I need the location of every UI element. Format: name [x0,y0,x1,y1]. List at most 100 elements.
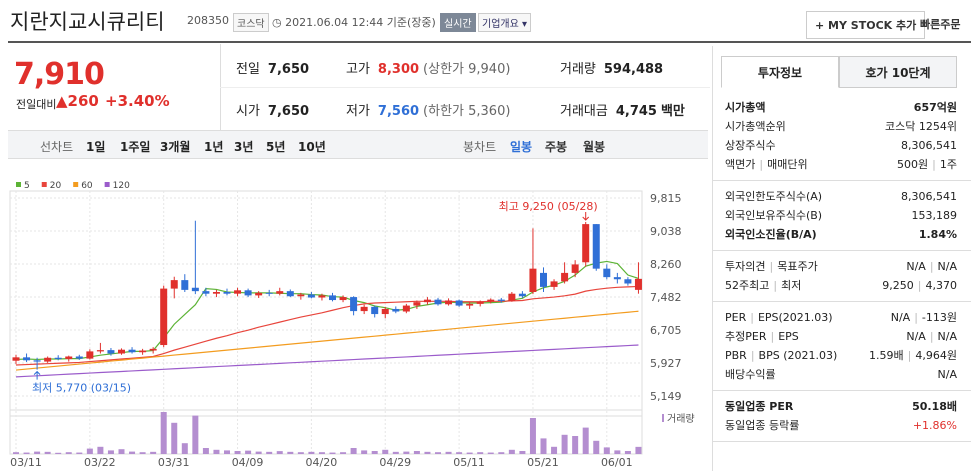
cell-label: 시가 [236,104,260,119]
period-tab[interactable]: 1년 [204,140,224,154]
candle-body [265,292,273,294]
quote-cell: 거래대금 4,745 백만 [560,100,685,119]
quote-cell: 거래량 594,488 [560,58,663,77]
candle-body [118,349,125,354]
volume-bar [572,436,579,454]
y-tick-label: 9,815 [650,192,682,205]
annotation-arrow [33,370,41,380]
info-row: 동일업종 등락률 +1.86% [713,416,971,435]
separator: | [932,158,936,171]
volume-bar [371,451,378,454]
info-value: +1.86% [913,416,957,435]
volume-bar [519,451,526,454]
volume-bar [487,452,494,454]
info-value: N/A | N/A [906,327,957,346]
quote-cell: 고가 8,300 (상한가 9,940) [346,58,510,77]
info-row: 시가총액 657억원 [713,98,971,117]
time-text: 2021.06.04 12:44 기준(장중) [285,16,436,29]
quick-order[interactable]: 빠른주문 [920,18,961,31]
cell-label: 저가 [346,104,370,119]
volume-bar [13,452,19,454]
info-row: 배당수익률 N/A [713,365,971,384]
volume-bar [350,448,357,454]
info-value-text: -113원 [921,311,957,324]
info-row: PBR | BPS (2021.03) 1.59배 | 4,964원 [713,346,971,365]
volume-bar [361,450,368,454]
info-label: 동일업종 등락률 [725,416,799,435]
candle-body [86,351,94,359]
info-row: 상장주식수 8,306,541 [713,136,971,155]
period-tab[interactable]: 1일 [86,140,106,154]
candle-body [603,268,611,278]
info-label-text: 52주최고 [725,279,770,292]
candle-body [223,291,231,294]
info-value: 9,250 | 4,370 [882,276,957,295]
side-body: 시가총액 657억원 시가총액순위 코스닥 1254위 상장주식수 8,306,541 액면… [713,92,971,442]
period-tab[interactable]: 1주일 [120,140,151,154]
volume-bar [624,451,631,454]
my-stock-button[interactable]: + MY STOCK 추가 [806,11,926,39]
candle-body [23,357,31,361]
volume-legend-icon [662,414,664,422]
overview-dropdown[interactable]: 기업개요 ▾ [478,13,532,32]
volume-bar [86,448,93,454]
candle-tab[interactable]: 주봉 [545,140,568,154]
volume-bar [171,422,178,454]
volume-bar [224,450,230,454]
annotation-arrow [582,211,590,221]
period-tab[interactable]: 3개월 [160,140,191,154]
candle-body [255,292,263,296]
candle-body [613,277,621,280]
info-label: 액면가 | 매매단위 [725,155,808,174]
legend-swatch [41,182,47,187]
side-tab[interactable]: 호가 10단계 [839,56,957,88]
volume-bar [635,446,642,454]
info-value-text: 1.59배 [869,349,904,362]
period-tab[interactable]: 10년 [298,140,326,154]
info-value-text: 9,250 [882,279,914,292]
volume-bar [529,418,536,454]
info-label: 상장주식수 [725,136,776,155]
period-tab[interactable]: 3년 [234,140,254,154]
candle-body [508,293,516,301]
info-value-text: 1.84% [918,228,957,241]
candle-body [360,306,368,312]
annotation-low: 최저 5,770 (03/15) [32,382,131,395]
candle-chart-label: 봉차트 [463,140,497,154]
stock-code: 208350 [187,14,229,27]
info-label: PBR | BPS (2021.03) [725,346,837,365]
change-value: 260 [67,92,99,110]
info-label-text: 매매단위 [767,158,808,171]
volume-bar [255,451,262,454]
volume-bar [308,451,315,454]
info-label-text: 최저 [781,279,802,292]
info-label: 외국인보유주식수(B) [725,206,822,225]
info-label-text: 동일업종 등락률 [725,419,800,432]
info-value-text: N/A [906,330,926,343]
info-row: 투자의견 | 목표주가 N/A | N/A [713,257,971,276]
candle-body [202,291,210,294]
candle-tab[interactable]: 월봉 [583,140,606,154]
x-tick-label: 04/09 [232,456,264,469]
side-tab[interactable]: 투자정보 [721,56,839,88]
candle-body [128,349,136,353]
volume-bar [44,451,51,454]
candle-body [476,301,484,304]
volume-bar [477,452,484,454]
volume-bar [540,438,547,454]
candle-body [276,291,284,294]
info-label: 외국인한도주식수(A) [725,187,822,206]
info-value-text: 500원 [897,158,929,171]
info-value-text: 657억원 [913,101,957,114]
info-value-text: 4,964원 [915,349,957,362]
info-value-text: 1주 [939,158,957,171]
info-value-text: 8,306,541 [901,190,957,203]
candle-body [339,297,347,301]
period-tab[interactable]: 5년 [266,140,286,154]
x-tick-label: 03/22 [84,456,116,469]
info-label: PER | EPS(2021.03) [725,308,833,327]
candle-tab[interactable]: 일봉 [510,140,533,154]
info-label-text: 동일업종 PER [725,400,794,413]
cell-value: 8,300 [377,62,420,77]
